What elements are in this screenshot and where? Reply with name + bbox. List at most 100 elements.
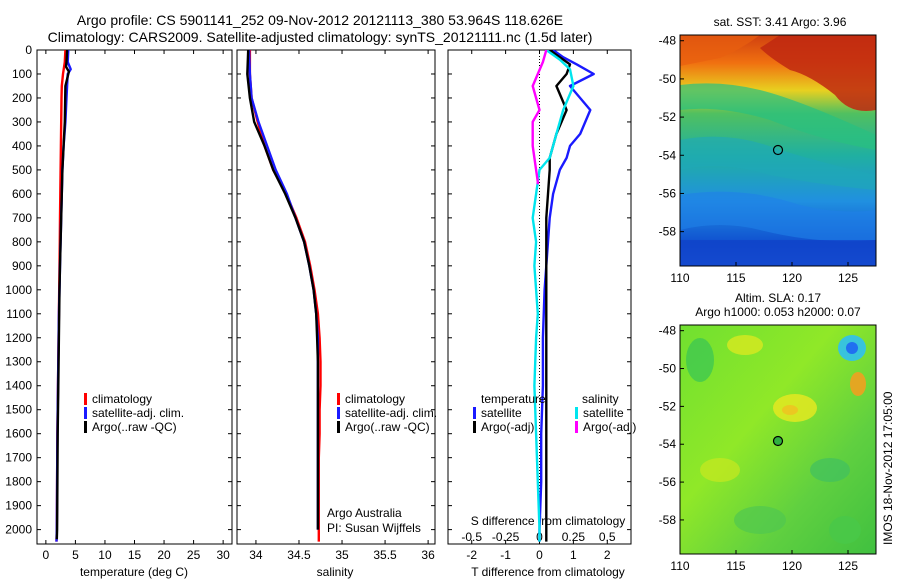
x-tick-label: 10 — [98, 548, 112, 562]
map-y-tick-label: -52 — [659, 110, 677, 124]
x-tick-label: 1 — [570, 548, 577, 562]
sla-map-image — [680, 325, 876, 554]
depth-tick-label: 1500 — [5, 403, 32, 417]
x-tick-label: 25 — [187, 548, 201, 562]
x-tick-label: 36 — [421, 548, 435, 562]
difference-series — [531, 50, 595, 542]
depth-tick-label: 1000 — [5, 283, 32, 297]
series-line — [531, 50, 548, 185]
s-tick-label: -0.25 — [492, 530, 520, 544]
series-line — [246, 50, 320, 530]
temperature-series — [55, 50, 72, 542]
legend-swatch-temp-satellite — [473, 407, 476, 419]
depth-tick-label: 400 — [12, 139, 32, 153]
depth-tick-label: 900 — [12, 259, 32, 273]
series-line — [545, 50, 572, 542]
difference-legend: temperature salinity satellite Argo(-adj… — [473, 392, 636, 434]
depth-axis: 0 100 200 300 400 500 600 700 800 900 1000 1100 1200… — [5, 43, 232, 537]
sla-map-title-1: Altim. SLA: 0.17 — [735, 291, 821, 305]
x-tick-label: 34.5 — [287, 548, 311, 562]
sla-map-frame — [679, 324, 877, 555]
sst-argo-marker — [772, 144, 784, 156]
depth-tick-label: 0 — [25, 43, 32, 57]
depth-tick-label: 1300 — [5, 355, 32, 369]
sst-map-image — [680, 35, 876, 266]
depth-tick-label: 100 — [12, 67, 32, 81]
depth-tick-label: 500 — [12, 163, 32, 177]
legend-swatch-argo — [84, 421, 87, 433]
sla-map-axes: 110 115 120 125 -48 -50 -52 -54 -56 -58 — [659, 324, 859, 573]
legend-label-temp-satellite: satellite — [481, 406, 522, 420]
series-line — [247, 50, 320, 530]
map-y-tick-label: -54 — [659, 437, 677, 451]
sla-map-title-2: Argo h1000: 0.053 h2000: 0.07 — [695, 305, 861, 319]
x-tick-label: 2 — [604, 548, 611, 562]
map-y-tick-label: -56 — [659, 475, 677, 489]
annotation-pi: PI: Susan Wijffels — [327, 521, 421, 535]
map-y-tick-label: -54 — [659, 148, 677, 162]
legend-label-argo: Argo(..raw -QC) — [92, 420, 177, 434]
map-y-tick-label: -48 — [659, 324, 677, 338]
legend-swatch-satellite — [84, 407, 87, 419]
temperature-x-label: temperature (deg C) — [80, 565, 188, 579]
sst-map-frame — [679, 34, 877, 267]
map-y-tick-label: -50 — [659, 72, 677, 86]
imos-side-label: IMOS 18-Nov-2012 17:05:00 — [881, 391, 895, 545]
x-tick-label: 20 — [157, 548, 171, 562]
x-tick-label: 0 — [536, 548, 543, 562]
legend-swatch-satellite — [337, 407, 340, 419]
depth-tick-label: 800 — [12, 235, 32, 249]
legend-swatch-sal-argo — [575, 421, 578, 433]
chart-title-line-1: Argo profile: CS 5901141_252 09-Nov-2012… — [76, 12, 564, 28]
sla-argo-marker — [772, 435, 784, 447]
map-x-tick-label: 125 — [838, 271, 858, 285]
x-tick-label: 35.5 — [373, 548, 397, 562]
salinity-x-axis: 34 34.5 35 35.5 36 — [249, 50, 435, 562]
salinity-y-ticks — [237, 49, 435, 531]
x-tick-label: -2 — [466, 548, 477, 562]
s-tick-label: 0.25 — [562, 530, 586, 544]
depth-tick-label: 1900 — [5, 499, 32, 513]
depth-tick-label: 1700 — [5, 451, 32, 465]
legend-label-sal-satellite: satellite — [583, 406, 624, 420]
difference-y-ticks — [448, 49, 631, 531]
map-y-tick-label: -58 — [659, 513, 677, 527]
temperature-x-axis: 0 5 10 15 20 25 30 — [43, 50, 230, 562]
s-tick-label: 0.5 — [599, 530, 616, 544]
salinity-series — [246, 50, 322, 542]
depth-tick-label: 200 — [12, 91, 32, 105]
salinity-axes-frame — [236, 49, 436, 545]
map-x-tick-label: 110 — [670, 271, 689, 285]
depth-tick-label: 1400 — [5, 379, 32, 393]
temperature-legend: climatology satellite-adj. clim. Argo(..… — [84, 392, 184, 434]
difference-top-label: S difference from climatology — [471, 514, 626, 528]
series-line — [531, 50, 575, 542]
map-y-tick-label: -48 — [659, 34, 677, 48]
map-x-tick-label: 125 — [838, 559, 858, 573]
legend-swatch-climatology — [84, 393, 87, 405]
legend-label-climatology: climatology — [345, 392, 405, 406]
depth-tick-label: 2000 — [5, 523, 32, 537]
map-x-tick-label: 120 — [782, 271, 802, 285]
map-x-tick-label: 120 — [782, 559, 802, 573]
map-y-tick-label: -58 — [659, 225, 677, 239]
map-y-tick-label: -56 — [659, 186, 677, 200]
map-x-tick-label: 110 — [670, 559, 689, 573]
legend-swatch-climatology — [337, 393, 340, 405]
legend-label-satellite: satellite-adj. clim. — [345, 406, 437, 420]
legend-label-sal-argo: Argo(-adj) — [583, 420, 636, 434]
x-tick-label: 5 — [72, 548, 79, 562]
x-tick-label: -1 — [500, 548, 511, 562]
legend-label-temp-argo: Argo(-adj) — [481, 420, 534, 434]
sst-map-axes: 110 115 120 125 -48 -50 -52 -54 -56 -58 — [659, 34, 859, 285]
depth-tick-label: 1600 — [5, 427, 32, 441]
depth-tick-label: 1200 — [5, 331, 32, 345]
depth-tick-label: 1800 — [5, 475, 32, 489]
x-tick-label: 0 — [43, 548, 50, 562]
legend-title-temperature: temperature — [481, 392, 546, 406]
salinity-legend: climatology satellite-adj. clim. Argo(..… — [337, 392, 437, 434]
annotation-argo-australia: Argo Australia — [327, 506, 402, 520]
depth-tick-label: 700 — [12, 211, 32, 225]
s-tick-label: -0.5 — [461, 530, 482, 544]
